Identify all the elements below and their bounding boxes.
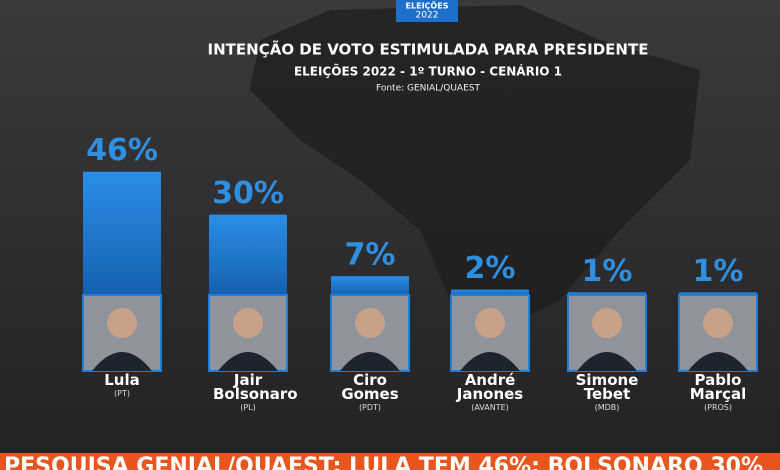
photo-body <box>340 352 400 371</box>
candidate-name: Pablo Marçal <box>689 371 747 403</box>
candidate-party: (PT) <box>114 389 130 398</box>
candidate-party: (MDB) <box>594 403 620 412</box>
bar <box>679 292 757 295</box>
photo-head <box>592 308 622 338</box>
chart-title: INTENÇÃO DE VOTO ESTIMULADA PARA PRESIDE… <box>208 40 649 59</box>
candidate-label: Pablo Marçal (PROS) <box>673 373 763 415</box>
candidate-party: (PROS) <box>704 403 732 412</box>
logo-label: ELEIÇÕES <box>406 0 449 11</box>
candidate-label: André Janones (AVANTE) <box>445 373 535 415</box>
value-label: 2% <box>465 251 516 286</box>
logo-year: 2022 <box>416 11 439 21</box>
photo-head <box>107 308 137 338</box>
candidate-label: Ciro Gomes (PDT) <box>325 373 415 415</box>
candidate-label: Lula (PT) <box>77 373 167 401</box>
photo-head <box>475 308 505 338</box>
value-label: 7% <box>345 238 396 273</box>
chart-source: Fonte: GENIAL/QUAEST <box>376 84 481 94</box>
candidate-party: (PDT) <box>358 403 382 412</box>
bar <box>83 171 161 295</box>
bar <box>568 292 646 295</box>
candidate-name: André Janones <box>456 371 524 403</box>
value-label: 30% <box>212 176 284 211</box>
chart-subtitle: ELEIÇÕES 2022 - 1º TURNO - CENÁRIO 1 <box>294 64 562 79</box>
photo-head <box>233 308 263 338</box>
bar <box>451 289 529 295</box>
candidate-name: Ciro Gomes <box>341 371 399 403</box>
map-silhouette <box>250 5 700 330</box>
candidate-party: (AVANTE) <box>471 403 509 412</box>
value-label: 1% <box>693 254 744 289</box>
photo-body <box>218 352 278 371</box>
candidate-name: Simone Tebet <box>575 371 639 403</box>
candidate-party: (PL) <box>240 403 256 412</box>
candidate-name: Jair Bolsonaro <box>213 371 298 403</box>
photo-body <box>688 352 748 371</box>
candidate-name: Lula <box>104 371 140 389</box>
logo-box <box>396 0 458 22</box>
bar <box>209 214 287 295</box>
photo-body <box>460 352 520 371</box>
value-label: 46% <box>86 133 158 168</box>
bar <box>331 276 409 295</box>
photo-head <box>703 308 733 338</box>
news-banner: PESQUISA GENIAL/QUAEST: LULA TEM 46%; BO… <box>0 453 780 470</box>
banner-text: PESQUISA GENIAL/QUAEST: LULA TEM 46%; BO… <box>4 454 764 470</box>
candidate-label: Jair Bolsonaro (PL) <box>203 371 298 415</box>
value-label: 1% <box>582 254 633 289</box>
candidate-label: Simone Tebet (MDB) <box>562 373 652 415</box>
photo-head <box>355 308 385 338</box>
photo-body <box>92 352 152 371</box>
photo-body <box>577 352 637 371</box>
